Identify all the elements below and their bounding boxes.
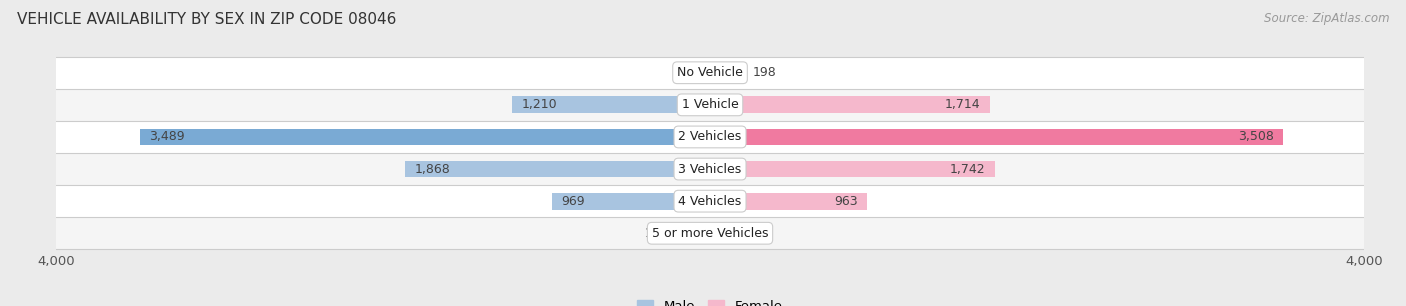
Bar xyxy=(56,89,1364,121)
Bar xyxy=(710,96,990,113)
Text: 1,210: 1,210 xyxy=(522,98,558,111)
Bar xyxy=(56,217,1364,249)
Text: VEHICLE AVAILABILITY BY SEX IN ZIP CODE 08046: VEHICLE AVAILABILITY BY SEX IN ZIP CODE … xyxy=(17,12,396,27)
Bar xyxy=(56,57,1364,89)
Text: 963: 963 xyxy=(834,195,858,208)
Bar xyxy=(710,161,995,177)
Text: 4 Vehicles: 4 Vehicles xyxy=(679,195,741,208)
Bar xyxy=(710,225,727,242)
Text: 3,489: 3,489 xyxy=(149,130,186,144)
Bar xyxy=(710,129,1284,145)
Bar xyxy=(512,96,710,113)
Text: 2 Vehicles: 2 Vehicles xyxy=(679,130,741,144)
Bar xyxy=(56,121,1364,153)
Text: 43: 43 xyxy=(678,66,693,79)
Bar xyxy=(56,185,1364,217)
Text: 969: 969 xyxy=(561,195,585,208)
Bar xyxy=(710,64,742,81)
Text: 3,508: 3,508 xyxy=(1237,130,1274,144)
Text: 1,868: 1,868 xyxy=(415,162,450,176)
Bar xyxy=(56,153,1364,185)
Bar xyxy=(139,129,710,145)
Text: 1,742: 1,742 xyxy=(949,162,986,176)
Bar xyxy=(710,193,868,210)
Text: No Vehicle: No Vehicle xyxy=(678,66,742,79)
Text: Source: ZipAtlas.com: Source: ZipAtlas.com xyxy=(1264,12,1389,25)
Text: 3 Vehicles: 3 Vehicles xyxy=(679,162,741,176)
Bar xyxy=(703,64,710,81)
Text: 107: 107 xyxy=(737,227,761,240)
Bar xyxy=(678,225,710,242)
Text: 195: 195 xyxy=(644,227,668,240)
Bar xyxy=(551,193,710,210)
Text: 1 Vehicle: 1 Vehicle xyxy=(682,98,738,111)
Legend: Male, Female: Male, Female xyxy=(633,295,787,306)
Bar xyxy=(405,161,710,177)
Text: 198: 198 xyxy=(752,66,776,79)
Text: 1,714: 1,714 xyxy=(945,98,980,111)
Text: 5 or more Vehicles: 5 or more Vehicles xyxy=(652,227,768,240)
